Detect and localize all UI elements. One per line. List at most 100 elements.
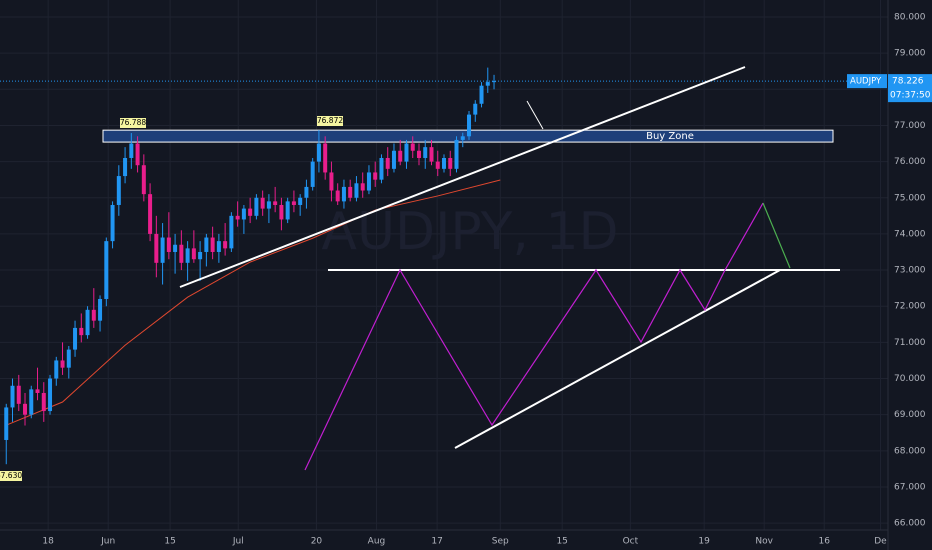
x-tick-label: 16: [818, 537, 830, 547]
symbol-label: AUDJPY: [850, 77, 882, 87]
annotation: 67.630: [0, 471, 22, 480]
candle-body: [241, 208, 246, 220]
y-tick-label: 77.000: [894, 121, 926, 131]
candle-body: [423, 147, 428, 158]
candle-body: [185, 248, 190, 263]
moving-average: [6, 179, 501, 426]
x-tick-label: Aug: [368, 537, 386, 547]
annotation: 76.788: [120, 118, 146, 127]
candle-body: [398, 150, 403, 162]
candle-body: [341, 186, 346, 202]
candle-body: [91, 309, 96, 321]
trendline: [454, 269, 781, 449]
candle-body: [335, 190, 340, 202]
symbol-box: [847, 74, 887, 89]
projection-path: [304, 202, 764, 471]
y-tick-label: 73.000: [894, 266, 926, 276]
price-box: [888, 74, 932, 103]
labels: 66.000 67.000 68.000 69.000 70.000 71.000 72.0…: [0, 12, 932, 547]
candle-body: [404, 143, 409, 162]
x-tick-label: 17: [431, 537, 442, 547]
y-tick-label: 80.000: [894, 12, 926, 22]
candle-body: [160, 237, 165, 263]
candle-body: [485, 82, 490, 86]
candle-body: [235, 215, 240, 220]
x-tick-label: 19: [698, 537, 710, 547]
x-tick-label: Nov: [755, 537, 773, 547]
candle-body: [35, 389, 40, 393]
candle-body: [229, 215, 234, 249]
y-tick-label: 75.000: [894, 193, 926, 203]
candle-body: [198, 251, 203, 260]
candle-body: [410, 143, 415, 151]
candle-body: [366, 172, 371, 191]
candle-body: [123, 157, 128, 177]
candle-body: [473, 103, 478, 115]
candle-body: [135, 143, 140, 166]
buy-zone-label: Buy Zone: [646, 131, 694, 142]
candle-body: [173, 244, 178, 252]
candle-body: [154, 233, 159, 263]
candle-body: [223, 241, 228, 249]
candle-body: [54, 360, 59, 379]
y-tick-label: 74.000: [894, 229, 926, 239]
candle-body: [291, 201, 296, 205]
candle-body: [323, 143, 328, 173]
candle-body: [248, 208, 253, 216]
x-tick-label: Sep: [492, 537, 509, 547]
annotation-box: [0, 471, 22, 481]
candle-body: [110, 204, 115, 242]
x-tick-label: Jul: [232, 537, 244, 547]
y-tick-label: 72.000: [894, 302, 926, 312]
candle-body: [298, 197, 303, 205]
candle-body: [266, 201, 271, 209]
candle-body: [492, 81, 497, 83]
candle-body: [79, 327, 84, 336]
x-tick-label: 15: [164, 537, 175, 547]
candle-body: [104, 241, 109, 299]
candle-body: [329, 172, 334, 191]
x-tick-label: 18: [42, 537, 54, 547]
candle-body: [348, 186, 353, 198]
candle-body: [216, 241, 221, 252]
x-tick-label: Oct: [623, 537, 639, 547]
candle-body: [442, 157, 446, 169]
y-tick-label: 68.000: [894, 446, 926, 456]
last-price-label: 78.226: [892, 77, 924, 87]
candle-body: [254, 197, 259, 216]
annotation: 76.872: [317, 116, 343, 125]
candle-body: [204, 237, 209, 252]
candle-body: [360, 183, 365, 191]
candle-body: [435, 161, 440, 169]
candle-body: [141, 165, 146, 195]
candle-body: [41, 392, 46, 412]
candle-body: [285, 201, 290, 220]
y-tick-label: 66.000: [894, 519, 926, 529]
candle-body: [354, 183, 359, 198]
candle-body: [73, 327, 78, 350]
countdown-label: 07:37:50: [890, 91, 931, 101]
candle-body: [210, 237, 215, 252]
y-tick-label: 71.000: [894, 338, 926, 348]
candle-body: [129, 143, 134, 158]
candle-body: [166, 237, 171, 252]
candle-body: [179, 244, 184, 263]
x-tick-label: De: [874, 537, 887, 547]
candle-body: [148, 194, 153, 234]
candle-body: [23, 403, 28, 415]
watermark: AUDJPY, 1D: [321, 202, 618, 262]
candle-body: [429, 147, 434, 162]
grid: [0, 0, 888, 530]
candle-body: [273, 201, 278, 205]
pointer-arrow: [526, 100, 544, 130]
candle-body: [454, 139, 459, 169]
y-tick-label: 67.000: [894, 482, 926, 492]
x-tick-label: Jun: [100, 537, 115, 547]
candle-body: [460, 136, 465, 140]
candle-body: [10, 385, 15, 408]
candle-body: [391, 150, 396, 169]
x-tick-label: 15: [556, 537, 567, 547]
candle-body: [379, 157, 384, 180]
